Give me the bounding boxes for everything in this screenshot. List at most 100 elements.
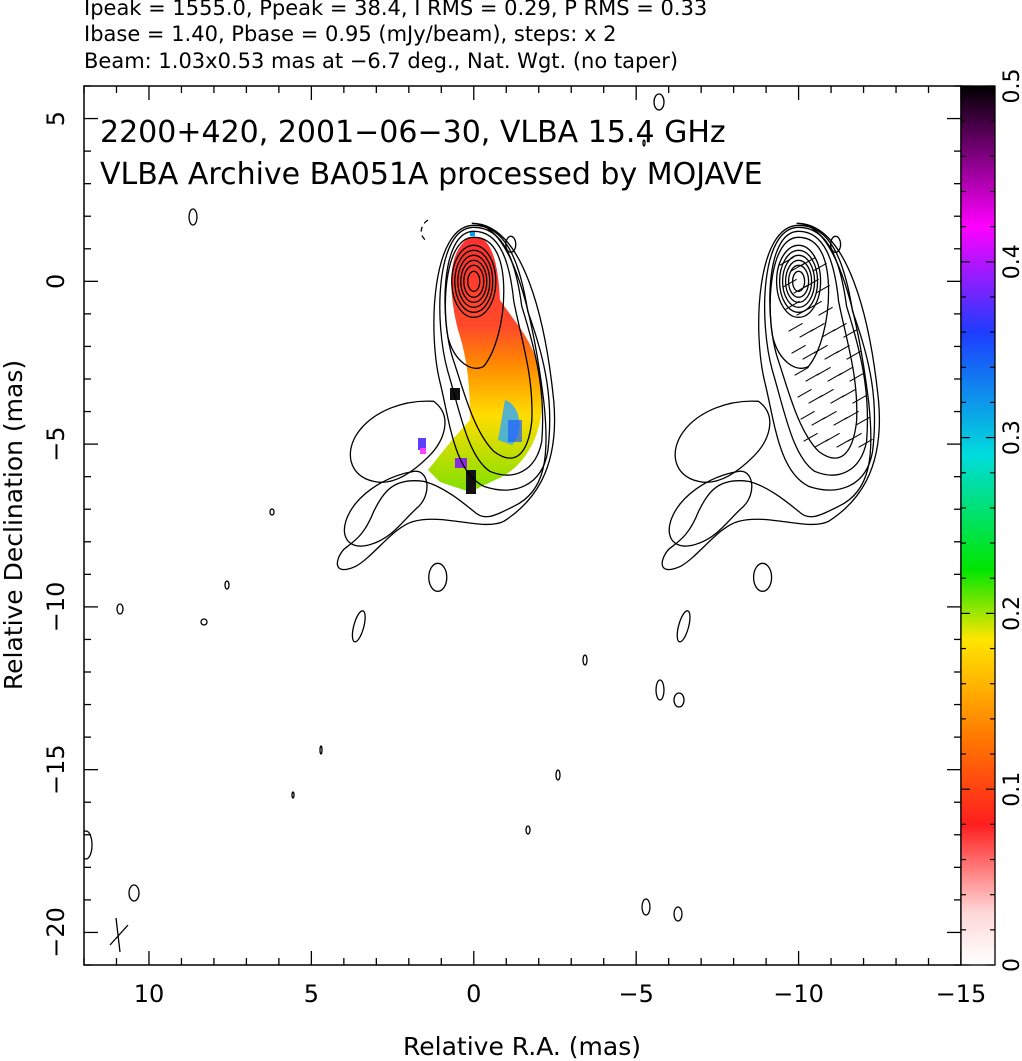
colorbar-ticks	[961, 85, 995, 966]
header-line-3: Beam: 1.03x0.53 mas at −6.7 deg., Nat. W…	[84, 49, 679, 73]
evpa-tick	[803, 432, 818, 442]
evpa-tick	[847, 432, 862, 442]
chart-subtitle: VLBA Archive BA051A processed by MOJAVE	[100, 157, 763, 192]
y-tick-labels: 5 0 −5 −10 −15 −20	[42, 111, 70, 958]
isolated-contour	[676, 610, 691, 643]
evpa-tick	[816, 366, 831, 376]
colorbar-tick-label: 0	[1000, 958, 1022, 972]
core-contour	[787, 264, 810, 298]
y-axis-label: Relative Declination (mas)	[0, 360, 28, 690]
noise-contour	[582, 654, 588, 666]
colorbar-tick-label: 0.3	[1000, 420, 1022, 455]
evpa-tick	[841, 388, 856, 398]
evpa-tick	[779, 256, 794, 266]
evpa-tick	[794, 366, 809, 376]
jet-contour	[769, 236, 830, 369]
colorbar-labels: 0 0.1 0.2 0.3 0.4 0.5	[1000, 69, 1022, 973]
y-tick-label: −20	[42, 907, 70, 958]
evpa-tick	[800, 410, 815, 420]
isolated-contour	[505, 235, 517, 253]
jet-contour	[444, 236, 505, 369]
core-contour	[454, 249, 494, 313]
core-contour	[467, 270, 481, 292]
isolated-contour	[752, 562, 773, 592]
header-line-1: Ipeak = 1555.0, Ppeak = 38.4, I RMS = 0.…	[84, 0, 708, 20]
noise-contour	[269, 508, 275, 516]
plot-frame	[83, 85, 962, 966]
y-tick-label: 5	[42, 111, 70, 126]
plume-contour	[343, 470, 428, 547]
core-contour	[775, 244, 822, 318]
evpa-tick	[813, 344, 828, 354]
evpa-tick	[849, 372, 864, 382]
core-contour	[460, 259, 488, 303]
colorbar-tick-label: 0.5	[1000, 69, 1022, 104]
evpa-tick	[843, 328, 858, 338]
evpa-tick	[846, 350, 861, 360]
intensity-contours	[84, 93, 881, 953]
x-tick-label: 5	[304, 980, 319, 1008]
evpa-tick	[801, 256, 816, 266]
negative-contour	[420, 219, 429, 243]
y-tick-label: −10	[42, 582, 70, 633]
jet-contour	[439, 226, 544, 476]
evpa-tick	[822, 410, 837, 420]
noise-contour	[653, 93, 665, 111]
noise-contour	[116, 603, 124, 615]
noise-contour	[84, 830, 93, 860]
noise-contour	[128, 884, 140, 902]
colorbar-frame	[960, 85, 996, 966]
noise-contour	[188, 208, 198, 226]
noise-contour	[655, 679, 665, 701]
evpa-ticks	[779, 256, 873, 448]
noise-contour	[555, 769, 561, 781]
noise-contour	[642, 139, 646, 147]
evpa-tick	[785, 300, 800, 310]
beam-marker	[115, 917, 121, 953]
evpa-tick	[852, 394, 867, 404]
noise-contour	[525, 825, 531, 835]
evpa-tick	[825, 432, 840, 442]
evpa-tick	[819, 388, 834, 398]
noise-contour	[641, 898, 651, 916]
evpa-tick	[791, 344, 806, 354]
y-tick-label: −5	[42, 426, 70, 461]
x-tick-label: −10	[773, 980, 824, 1008]
evpa-tick	[788, 322, 803, 332]
evpa-tick	[818, 306, 833, 316]
noise-contour	[673, 692, 685, 708]
y-tick-label: 0	[42, 274, 70, 289]
plume-contour	[674, 400, 771, 483]
isolated-contour	[829, 235, 842, 253]
isolated-contour	[428, 562, 448, 592]
evpa-tick	[835, 344, 850, 354]
noise-contour	[291, 791, 295, 799]
evpa-tick	[810, 322, 825, 332]
evpa-tick	[815, 284, 830, 294]
x-tick-label: −15	[936, 980, 987, 1008]
jet-contour	[758, 224, 876, 491]
evpa-tick	[855, 416, 870, 426]
x-tick-labels: 10 5 0 −5 −10 −15	[134, 980, 987, 1008]
noise-contour	[200, 618, 208, 626]
axis-ticks	[83, 85, 962, 966]
header-line-2: Ibase = 1.40, Pbase = 0.95 (mJy/beam), s…	[84, 22, 617, 46]
noise-contour	[673, 906, 683, 922]
core-contour	[781, 254, 816, 308]
core-contour	[451, 244, 497, 318]
core-contour	[457, 254, 491, 308]
noise-contour	[224, 580, 230, 590]
plume-contour	[349, 400, 446, 483]
colorbar-tick-label: 0.4	[1000, 244, 1022, 279]
isolated-contour	[351, 610, 366, 643]
colorbar-tick-label: 0.1	[1000, 772, 1022, 807]
core-contour	[778, 249, 819, 313]
evpa-tick	[804, 278, 819, 288]
jet-contour	[433, 224, 551, 491]
colorbar	[961, 86, 995, 965]
evpa-tick	[812, 262, 827, 272]
x-tick-label: −5	[618, 980, 653, 1008]
evpa-tick	[807, 300, 822, 310]
jet-contour	[444, 230, 533, 459]
